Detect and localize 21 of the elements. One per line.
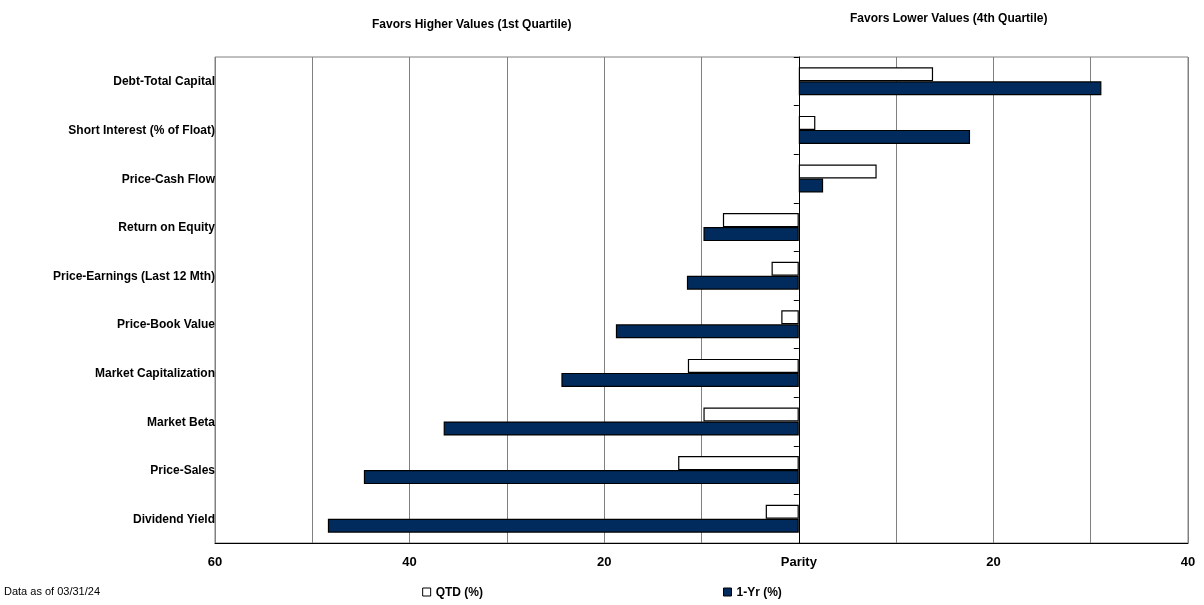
x-tick-label: 20 [596,554,612,569]
text: Data as of 03/31/24 [4,584,101,597]
text: Favors Lower Values (4th Quartile) [850,11,1048,25]
x-tick-label: 20 [986,554,1001,569]
y-tick-label: Dividend Yield [132,511,215,526]
y-tick-label: Return on Equity [118,220,216,235]
y-tick-label: Debt-Total Capital [113,74,215,89]
legend-label: QTD (%) [435,585,483,599]
x-tick-label: Parity [780,554,818,569]
y-tick-label: Price-Sales [150,463,216,478]
text: Favors Higher Values (1st Quartile) [372,17,572,31]
legend-label: 1-Yr (%) [736,585,782,599]
x-tick-label: 60 [207,554,223,569]
y-tick-label: Price-Cash Flow [121,171,216,186]
x-tick-label: 40 [1180,554,1196,569]
y-tick-label: Short Interest (% of Float) [68,122,215,137]
y-tick-label: Market Beta [146,414,216,429]
y-tick-label: Price-Book Value [116,317,216,332]
y-tick-label: Price-Earnings (Last 12 Mth) [52,268,215,283]
x-tick-label: 40 [402,554,417,569]
y-tick-label: Market Capitalization [94,365,215,380]
